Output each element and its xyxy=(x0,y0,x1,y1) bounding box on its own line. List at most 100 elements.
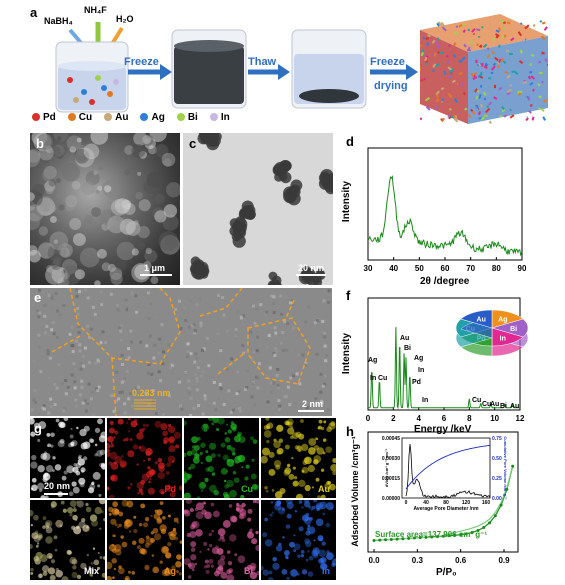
map-pixel xyxy=(251,483,258,490)
hrtem-grain xyxy=(74,404,78,408)
tem-particle xyxy=(318,177,332,190)
map-pixel xyxy=(50,559,56,564)
map-pixel xyxy=(218,538,222,542)
map-pixel xyxy=(314,437,318,441)
cube-fiber xyxy=(422,54,425,57)
map-pixel xyxy=(298,433,305,440)
map-pixel xyxy=(131,571,136,575)
map-pixel xyxy=(112,576,115,580)
inset-ytick-right: 0.00 xyxy=(492,496,502,502)
hrtem-grain xyxy=(32,398,36,402)
map-pixel xyxy=(175,444,180,449)
map-pixel xyxy=(316,437,319,441)
hrtem-grain xyxy=(256,376,260,380)
hrtem-grain xyxy=(221,296,225,300)
xrd-xtick-label: 90 xyxy=(518,264,527,273)
map-pixel xyxy=(122,438,126,442)
map-pixel xyxy=(190,463,196,470)
cube-fiber xyxy=(498,114,503,118)
cube-fiber xyxy=(537,95,543,99)
map-pixel xyxy=(140,548,148,555)
cube-fiber xyxy=(506,74,511,79)
map-pixel xyxy=(37,438,41,442)
hrtem-grain xyxy=(73,312,77,316)
map-pixel xyxy=(301,506,304,509)
hrtem-grain xyxy=(222,313,226,317)
step-drying: drying xyxy=(374,80,408,92)
map-pixel xyxy=(44,495,49,498)
map-pixel xyxy=(200,461,204,465)
legend-item-cu: Cu xyxy=(67,112,92,123)
map-pixel xyxy=(245,464,250,469)
cube-fiber xyxy=(437,51,440,54)
hrtem-grain xyxy=(274,335,278,339)
hrtem-grain xyxy=(264,313,268,317)
map-pixel xyxy=(240,494,245,498)
map-pixel xyxy=(295,493,304,498)
hrtem-grain xyxy=(83,399,87,403)
hrtem-grain xyxy=(203,397,207,401)
hrtem-grain xyxy=(327,301,331,305)
map-pixel xyxy=(188,467,192,470)
map-pixel xyxy=(88,566,91,569)
hrtem-grain xyxy=(82,364,86,368)
map-pixel xyxy=(93,559,100,566)
cube-fiber xyxy=(519,49,523,54)
map-pixel xyxy=(140,503,146,509)
hrtem-grain xyxy=(50,328,54,332)
inset-ytick-right: 0.75 xyxy=(492,436,502,442)
map-pixel xyxy=(107,575,112,580)
map-pixel xyxy=(220,554,226,561)
map-pixel xyxy=(101,572,105,578)
map-pixel xyxy=(209,543,213,548)
map-pixel xyxy=(193,454,200,460)
sem-particle xyxy=(110,272,123,285)
map-pixel xyxy=(184,558,191,566)
hrtem-grain xyxy=(46,349,50,353)
map-pixel xyxy=(316,447,325,455)
hrtem-grain xyxy=(205,336,209,340)
map-pixel xyxy=(152,527,159,534)
map-pixel xyxy=(169,533,176,541)
hrtem-grain xyxy=(216,293,220,297)
map-pixel xyxy=(136,432,144,440)
map-pixel xyxy=(222,454,229,461)
sem-particle xyxy=(30,192,35,202)
cube-fiber xyxy=(495,35,499,39)
map-pixel xyxy=(133,528,138,534)
map-pixel xyxy=(191,521,197,528)
hrtem-grain xyxy=(44,303,48,307)
sem-particle xyxy=(162,214,179,231)
sem-particle xyxy=(137,225,150,239)
sem-particle xyxy=(97,248,107,259)
map-pixel xyxy=(87,487,95,494)
map-pixel xyxy=(119,460,127,468)
map-pixel xyxy=(85,502,89,507)
eds-map-texture xyxy=(184,418,259,498)
cube-fiber xyxy=(420,117,423,121)
map-pixel xyxy=(318,558,324,564)
map-pixel xyxy=(261,565,264,571)
cube-fiber xyxy=(435,98,440,103)
map-pixel xyxy=(251,538,258,545)
hrtem-grain xyxy=(305,406,309,410)
hrtem-grain xyxy=(115,370,119,374)
hrtem-grain xyxy=(183,371,187,375)
map-pixel xyxy=(97,551,100,555)
cube-fiber xyxy=(529,103,533,108)
cube-fiber xyxy=(420,44,423,48)
eds-map-bi: Bi xyxy=(184,500,259,580)
map-pixel xyxy=(176,554,182,560)
map-pixel xyxy=(128,530,132,533)
hrtem-grain xyxy=(35,297,39,301)
hrtem-grain xyxy=(231,408,235,412)
map-pixel xyxy=(296,445,303,453)
sem-particle xyxy=(65,195,78,208)
map-pixel xyxy=(143,459,146,462)
sem-particle xyxy=(111,199,128,216)
map-pixel xyxy=(205,569,210,574)
sem-particle xyxy=(76,137,82,143)
sem-particle xyxy=(30,249,41,263)
hrtem-grain xyxy=(243,341,247,345)
cube-fiber xyxy=(432,63,437,68)
